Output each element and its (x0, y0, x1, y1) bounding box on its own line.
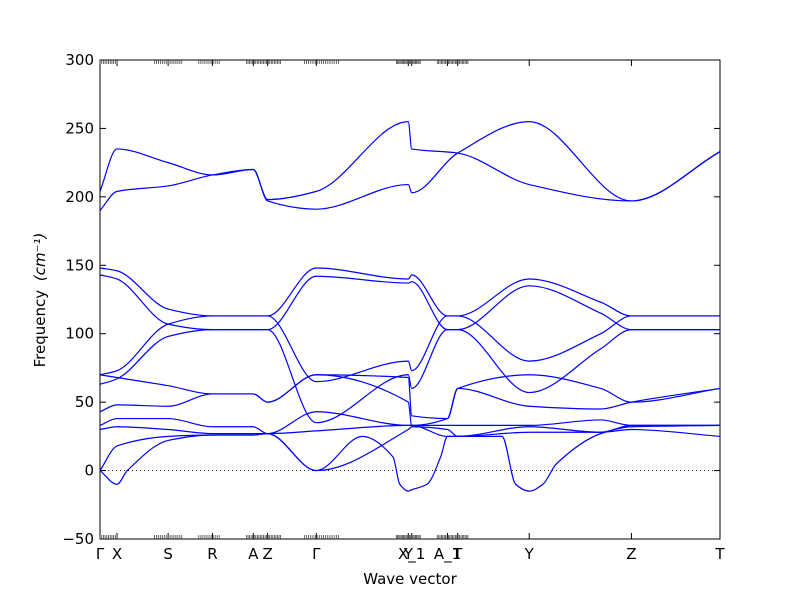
band-line-6 (99, 329, 720, 424)
band-line-7 (99, 374, 721, 420)
band-line-3 (99, 267, 720, 317)
x-tick-label: X_1 (398, 545, 425, 564)
x-tick-label: Γ (312, 545, 321, 563)
band-line-12 (99, 424, 721, 492)
y-axis-label: Frequency (cm⁻¹) (31, 233, 49, 368)
y-axis-label-text: Frequency (31, 290, 49, 368)
band-line-11 (99, 424, 720, 472)
x-tick-label: T (452, 545, 463, 563)
x-tick-label: A_1 (434, 545, 461, 564)
plot-frame (99, 59, 721, 540)
x-tick-label: T (714, 545, 725, 563)
x-tick-label: S (163, 545, 173, 563)
x-tick-label: Γ (96, 545, 105, 563)
x-axis-label: Wave vector (363, 570, 457, 588)
y-axis-unit: (cm⁻¹) (31, 233, 49, 282)
band-line-8 (99, 374, 721, 427)
y-tick-label: −50 (62, 530, 94, 548)
y-tick-label: 300 (65, 51, 94, 69)
x-tick-label: Y (403, 545, 414, 563)
band-line-5 (99, 315, 720, 383)
x-tick-label: Z (626, 545, 636, 563)
x-tick-label: Z (262, 545, 272, 563)
x-tick-label: X (112, 545, 122, 563)
band-line-2 (99, 120, 721, 211)
band-line-4 (99, 274, 720, 331)
y-tick-label: 50 (75, 393, 94, 411)
y-tick-label: 100 (65, 325, 94, 343)
x-tick-label: A (248, 545, 259, 563)
band-line-1 (99, 120, 721, 202)
y-tick-label: 200 (65, 188, 94, 206)
y-tick-label: 0 (84, 462, 94, 480)
y-tick-label: 150 (65, 256, 94, 274)
y-tick-label: 250 (65, 119, 94, 137)
x-tick-label: Y (524, 545, 535, 563)
svg-text:Frequency (cm⁻¹): Frequency (cm⁻¹) (31, 233, 49, 368)
x-tick-label: R (207, 545, 217, 563)
